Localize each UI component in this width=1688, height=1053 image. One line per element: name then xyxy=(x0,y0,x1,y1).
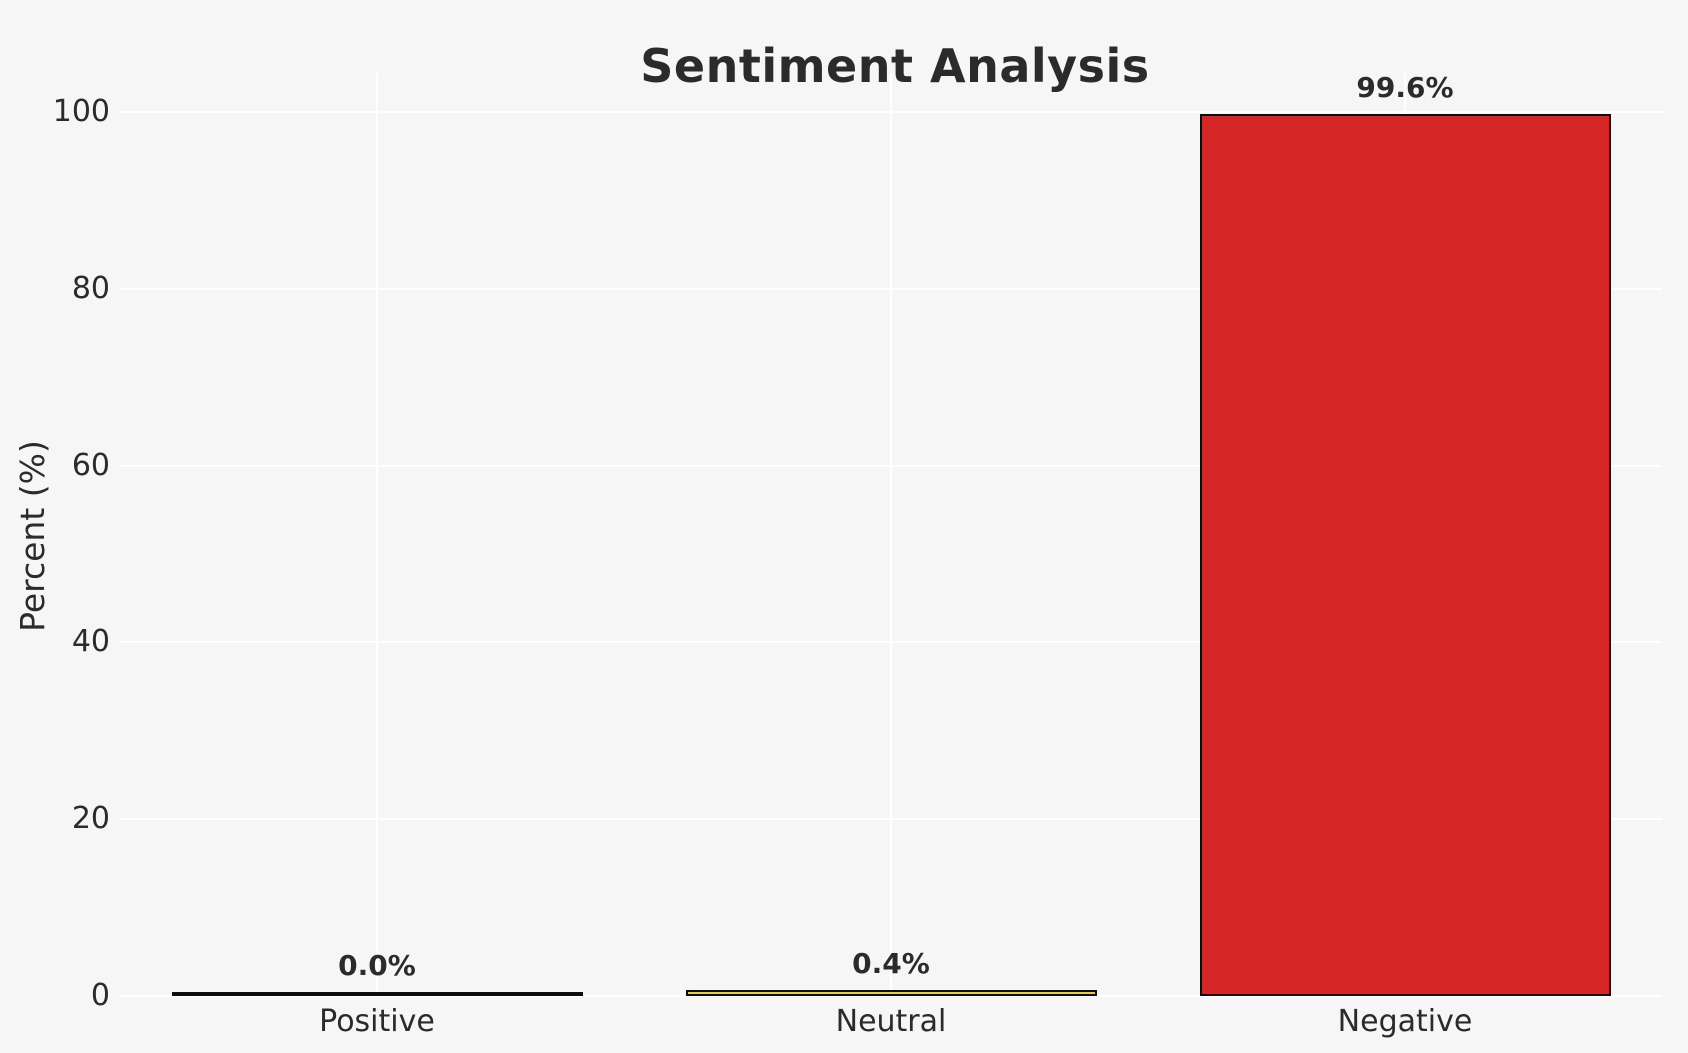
bar-value-label: 0.0% xyxy=(338,949,416,982)
y-tick-label: 40 xyxy=(71,624,110,660)
x-gridline xyxy=(376,73,378,996)
y-tick-label: 60 xyxy=(71,447,110,483)
x-tick-label: Negative xyxy=(1337,1004,1473,1039)
y-tick-label: 80 xyxy=(71,270,110,306)
y-axis-label: Percent (%) xyxy=(13,440,52,632)
y-tick-label: 0 xyxy=(90,978,110,1013)
plot-area: 0.0% 0.4% 99.6% xyxy=(120,71,1662,997)
x-tick-label: Neutral xyxy=(835,1004,947,1039)
y-tick-label: 100 xyxy=(52,94,110,129)
x-gridline xyxy=(890,73,892,996)
y-tick-label: 20 xyxy=(71,801,110,837)
bar-negative xyxy=(1199,114,1611,996)
bar-value-label: 0.4% xyxy=(852,947,930,980)
bar-positive xyxy=(171,992,583,996)
bar-neutral xyxy=(685,990,1097,996)
bar-value-label: 99.6% xyxy=(1356,71,1454,104)
x-tick-label: Positive xyxy=(319,1004,435,1039)
chart-title: Sentiment Analysis xyxy=(640,38,1150,93)
y-gridline xyxy=(120,995,1662,997)
